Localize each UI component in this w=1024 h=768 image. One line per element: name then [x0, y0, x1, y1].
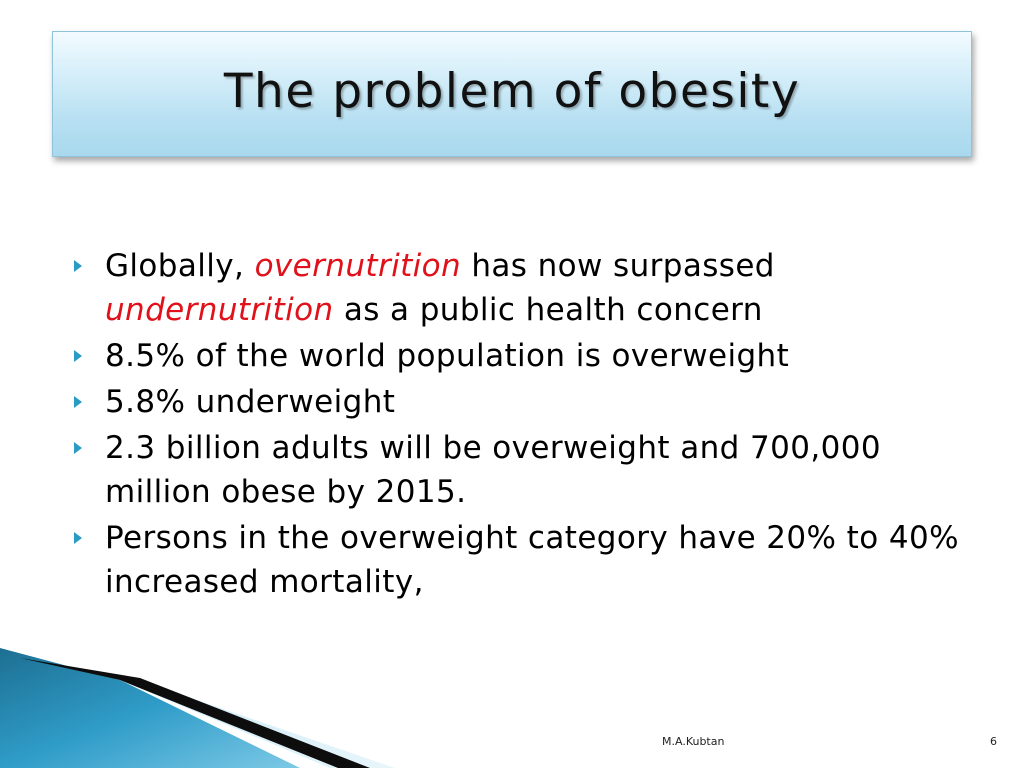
right-triangle-bullet-icon	[74, 396, 82, 408]
bullet-text: 2.3 billion adults will be overweight an…	[105, 430, 881, 510]
blue-swoosh-band	[0, 648, 300, 768]
right-triangle-bullet-icon	[74, 350, 82, 362]
bullet-text: Globally, overnutrition has now surpasse…	[105, 248, 775, 328]
emphasis-text: overnutrition	[254, 248, 462, 284]
right-triangle-bullet-icon	[74, 260, 82, 272]
title-banner: The problem of obesity	[52, 31, 972, 157]
corner-swoosh-decoration	[0, 648, 395, 768]
bullet-item: 2.3 billion adults will be overweight an…	[74, 426, 974, 514]
bullet-text-segment: has now surpassed	[461, 248, 775, 284]
bullet-item: Globally, overnutrition has now surpasse…	[74, 244, 974, 332]
emphasis-text: undernutrition	[105, 292, 334, 328]
bullet-text: Persons in the overweight category have …	[105, 520, 959, 600]
bullet-text: 8.5% of the world population is overweig…	[105, 338, 790, 374]
footer-author: M.A.Kubtan	[662, 735, 725, 748]
slide-number: 6	[990, 735, 997, 748]
black-swoosh-stripe	[20, 658, 370, 768]
bullet-text: 5.8% underweight	[105, 384, 396, 420]
right-triangle-bullet-icon	[74, 532, 82, 544]
bullet-item: 5.8% underweight	[74, 380, 974, 424]
bullet-item: 8.5% of the world population is overweig…	[74, 334, 974, 378]
bullet-text-segment: as a public health concern	[333, 292, 763, 328]
bullet-list: Globally, overnutrition has now surpasse…	[74, 244, 974, 606]
right-triangle-bullet-icon	[74, 442, 82, 454]
slide-title: The problem of obesity	[223, 63, 801, 119]
bullet-item: Persons in the overweight category have …	[74, 516, 974, 604]
bullet-text-segment: Globally,	[105, 248, 255, 284]
